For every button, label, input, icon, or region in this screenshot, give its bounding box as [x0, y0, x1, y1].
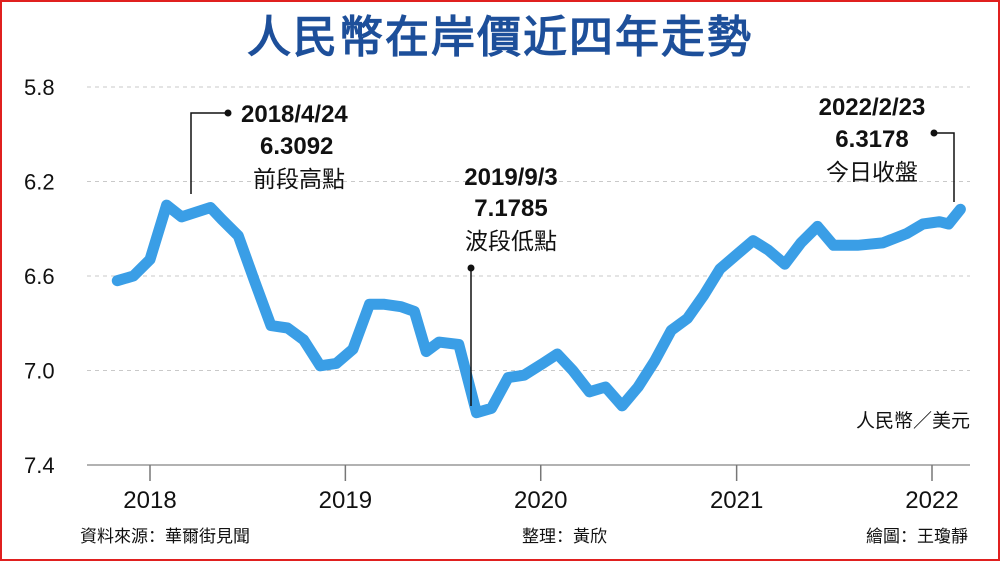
- annotation-label: 今日收盤: [826, 160, 918, 186]
- y-tick-label: 7.0: [24, 359, 55, 384]
- x-tick-label: 2020: [514, 487, 567, 514]
- footer-artist: 繪圖：王瓊靜: [866, 527, 968, 547]
- y-tick-label: 5.8: [24, 75, 55, 100]
- unit-label: 人民幣／美元: [856, 410, 970, 432]
- annotation-dot: [224, 109, 232, 117]
- y-tick-label: 7.4: [24, 453, 55, 478]
- exchange-rate-series-line: [111, 199, 966, 419]
- y-tick-label: 6.2: [24, 170, 55, 195]
- footer-editor: 整理：黃欣: [522, 527, 607, 547]
- annotation-dot: [467, 264, 475, 272]
- chart-title: 人民幣在岸價近四年走勢: [247, 12, 753, 63]
- annotation-label: 前段高點: [253, 167, 345, 193]
- annotation-dot: [930, 129, 938, 137]
- annotation-label: 波段低點: [465, 229, 557, 255]
- annotation-value: 6.3092: [260, 133, 333, 160]
- x-tick-label: 2018: [123, 487, 176, 514]
- annotation-leader-line: [936, 132, 955, 202]
- y-tick-label: 6.6: [24, 264, 55, 289]
- annotation-low-2019: 2019/9/3 7.1785 波段低點: [464, 164, 558, 406]
- annotation-date: 2019/9/3: [464, 164, 557, 191]
- x-tick-label: 2019: [319, 487, 372, 514]
- y-axis-ticks: 5.8 6.2 6.6 7.0 7.4: [24, 75, 55, 478]
- annotation-leader-line: [190, 112, 226, 194]
- footer-source: 資料來源：華爾街見聞: [80, 527, 250, 547]
- annotation-value: 6.3178: [835, 126, 908, 153]
- x-tick-label: 2021: [710, 487, 763, 514]
- annotation-high-2018: 2018/4/24 6.3092 前段高點: [190, 101, 348, 194]
- annotation-date: 2022/2/23: [819, 94, 926, 121]
- x-tick-label: 2022: [905, 487, 958, 514]
- annotation-close-2022: 2022/2/23 6.3178 今日收盤: [819, 94, 955, 202]
- annotation-date: 2018/4/24: [241, 101, 348, 128]
- annotation-value: 7.1785: [474, 195, 547, 222]
- x-axis-ticks: 2018 2019 2020 2021 2022: [123, 465, 959, 514]
